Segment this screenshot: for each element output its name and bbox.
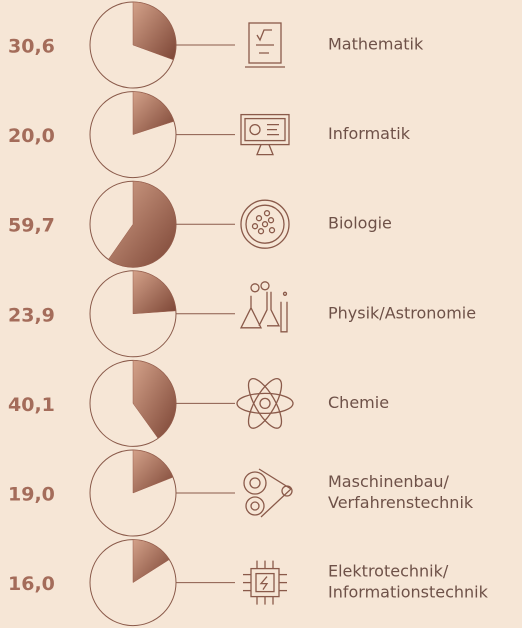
category-label: Informatik bbox=[328, 124, 411, 143]
icon-part bbox=[250, 567, 280, 598]
category-label: Biologie bbox=[328, 214, 392, 233]
pie-slice bbox=[132, 360, 177, 439]
pie-slice bbox=[132, 270, 177, 315]
category-label: Chemie bbox=[328, 393, 389, 412]
icon-part bbox=[263, 210, 271, 217]
category-label: Maschinenbau/ bbox=[328, 472, 450, 491]
icon-part bbox=[260, 281, 270, 291]
pie-slice bbox=[132, 91, 175, 135]
icon-part bbox=[257, 228, 265, 235]
icon-part bbox=[249, 123, 261, 136]
icon-part bbox=[248, 22, 282, 64]
category-label: Informationstechnik bbox=[328, 583, 489, 602]
icon-part bbox=[247, 377, 283, 429]
icon-part bbox=[240, 199, 290, 249]
category-label: Physik/Astronomie bbox=[328, 303, 476, 322]
icon-part bbox=[251, 223, 259, 230]
value-label: 30,6 bbox=[8, 36, 55, 58]
icon-part bbox=[256, 123, 279, 156]
icon-part bbox=[255, 215, 263, 222]
value-label: 16,0 bbox=[8, 573, 55, 595]
icon-part bbox=[256, 29, 274, 54]
icon-part bbox=[259, 397, 271, 410]
category-label: Elektrotechnik/ bbox=[328, 562, 449, 581]
icon-part bbox=[239, 291, 288, 333]
icon-part bbox=[247, 377, 283, 429]
category-label: Verfahrenstechnik bbox=[328, 493, 474, 512]
icon-part bbox=[245, 496, 265, 516]
icon-part bbox=[236, 392, 294, 415]
icon-part bbox=[240, 113, 290, 146]
icon-part bbox=[267, 217, 275, 224]
value-label: 40,1 bbox=[8, 394, 55, 416]
icon-part bbox=[261, 221, 269, 228]
pie-slice bbox=[108, 180, 177, 268]
icon-part bbox=[250, 283, 260, 293]
value-label: 19,0 bbox=[8, 484, 55, 506]
icon-part bbox=[245, 204, 285, 244]
icon-part bbox=[250, 501, 260, 511]
icon-part bbox=[281, 485, 293, 497]
pie-slice bbox=[132, 539, 170, 584]
value-label: 23,9 bbox=[8, 304, 55, 326]
pie-slice bbox=[132, 449, 174, 494]
pie-slice bbox=[132, 1, 177, 61]
icon-part bbox=[259, 576, 269, 590]
icon-part bbox=[243, 471, 267, 495]
value-label: 20,0 bbox=[8, 125, 55, 147]
icon-part bbox=[244, 117, 286, 142]
category-label: Mathematik bbox=[328, 35, 424, 54]
icon-part bbox=[249, 477, 261, 489]
icon-part bbox=[255, 572, 275, 593]
icon-part bbox=[282, 291, 288, 296]
value-label: 59,7 bbox=[8, 215, 55, 237]
icon-part bbox=[268, 227, 276, 234]
